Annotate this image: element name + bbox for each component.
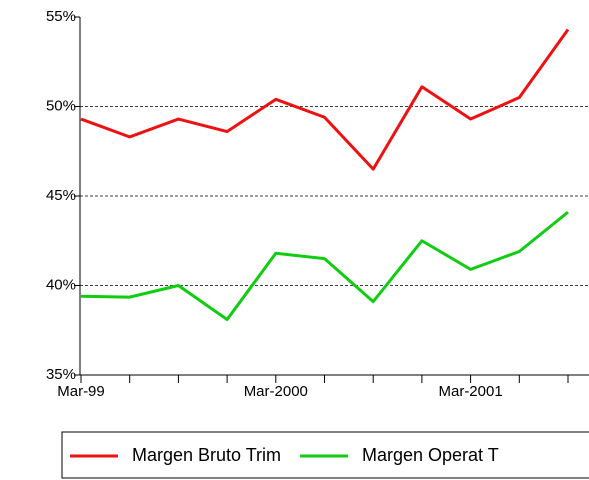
legend-label: Margen Bruto Trim xyxy=(132,445,281,465)
legend-label: Margen Operat T xyxy=(362,445,499,465)
y-tick-label: 40% xyxy=(46,276,76,293)
y-tick-label: 55% xyxy=(46,8,76,25)
y-tick-label: 50% xyxy=(46,97,76,114)
x-tick-label: Mar-2001 xyxy=(438,383,502,400)
x-tick-label: Mar-2000 xyxy=(244,383,308,400)
x-tick-label: Mar-99 xyxy=(57,383,105,400)
series-line xyxy=(80,28,570,171)
y-tick-label: 45% xyxy=(46,187,76,204)
series-line xyxy=(80,210,569,322)
y-tick-label: 35% xyxy=(46,366,76,383)
